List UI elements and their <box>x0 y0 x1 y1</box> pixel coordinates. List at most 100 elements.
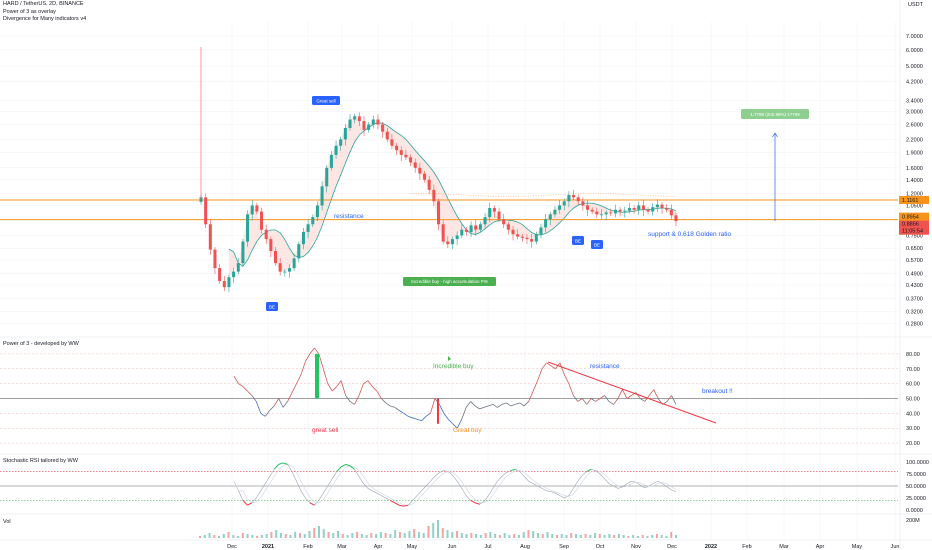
y-tick-label: 6.0000 <box>906 48 923 54</box>
candle-body <box>339 139 343 146</box>
breakout-note: breakout !! <box>702 388 733 395</box>
candle-body <box>558 205 562 210</box>
candle-body <box>516 234 520 237</box>
long-ma-line <box>410 193 677 197</box>
candle-body <box>315 205 319 218</box>
candle-body <box>450 239 454 245</box>
moving-average-ribbon <box>228 116 677 278</box>
p3-segment <box>586 398 592 405</box>
x-tick-label: May <box>407 544 418 550</box>
p3-segment <box>448 419 454 425</box>
volume-bar <box>584 534 587 538</box>
p3-y-tick-label: 50.00 <box>906 396 920 402</box>
rsi-oversold-segment <box>390 499 395 504</box>
candle-body <box>590 209 594 212</box>
y-tick-label: 7.0000 <box>906 34 923 40</box>
p3-segment <box>340 380 346 396</box>
rsi-overbought-segment <box>282 462 288 465</box>
candle-body <box>492 208 496 212</box>
p3-segment <box>622 389 628 399</box>
x-tick-label: Aug <box>520 544 530 550</box>
volume-bar <box>451 532 454 538</box>
volume-bar <box>560 534 563 538</box>
volume-bar <box>227 532 230 538</box>
target-measure: 1.7799 (200.98%) 17799 <box>741 109 809 221</box>
candle-body <box>232 271 236 278</box>
volume-bar <box>289 535 292 538</box>
p3-segment <box>550 365 556 370</box>
p3-segment <box>510 404 516 407</box>
volume-bar <box>422 533 425 538</box>
rsi-overbought-segment <box>349 465 355 470</box>
volume-bar <box>346 535 349 538</box>
p3-segment <box>314 347 320 355</box>
p3-segment <box>488 404 494 407</box>
p3-y-tick-label: 40.00 <box>906 411 920 417</box>
p3-segment <box>653 389 659 399</box>
volume-bar <box>503 533 506 538</box>
candle-body <box>609 212 613 214</box>
volume-bar <box>622 535 625 538</box>
candle-body <box>278 263 282 272</box>
candle-body <box>362 121 366 130</box>
x-tick-label: Jun <box>448 544 457 550</box>
volume-bar <box>541 534 544 538</box>
candle-body <box>213 249 217 269</box>
p3-highlight-bar <box>437 398 439 424</box>
volume-bar <box>665 536 668 538</box>
price-badge-upper-text: 1.1161 <box>902 198 918 204</box>
volume-bar <box>318 526 320 538</box>
p3-segment <box>608 401 614 405</box>
p3-segment <box>452 423 458 429</box>
candle-body <box>250 205 254 215</box>
p3-segment <box>327 383 333 392</box>
volume-bar <box>203 535 206 538</box>
p3-segment <box>300 361 306 375</box>
volume-bar <box>284 534 287 538</box>
be-tag-1: BE <box>266 302 278 311</box>
candle-body <box>227 277 231 288</box>
volume-bar <box>641 535 644 538</box>
candle-body <box>218 268 222 282</box>
volume-bar <box>360 534 363 538</box>
y-tick-label: 1.0500 <box>906 203 923 209</box>
y-tick-label: 0.4300 <box>906 283 923 289</box>
p3-segment <box>381 398 387 404</box>
currency-unit: USDT <box>908 2 923 8</box>
candle-body <box>404 154 408 158</box>
candle-body <box>409 157 413 163</box>
volume-bar <box>322 529 325 538</box>
p3-segment <box>363 380 369 384</box>
p3-segment <box>644 395 650 402</box>
last-price-badge <box>899 220 929 235</box>
volume-bar <box>522 532 525 538</box>
candle-body <box>651 207 655 212</box>
candle-body <box>357 116 361 122</box>
p3-segment <box>546 362 552 367</box>
volume-bar <box>375 534 378 538</box>
great-sell-tag: Great sell <box>312 96 340 105</box>
p3-segment <box>532 380 538 392</box>
volume-bar <box>513 534 516 538</box>
candle-body <box>325 167 329 187</box>
candle-body <box>460 229 464 236</box>
candle-body <box>455 235 459 240</box>
incredible-buy-note: Incredible buy <box>433 363 474 370</box>
candle-body <box>287 268 291 272</box>
p3-segment <box>474 405 480 410</box>
candle-body <box>525 237 529 240</box>
candle-body <box>520 236 524 238</box>
p3-segment <box>635 392 641 399</box>
candle-body <box>646 209 650 212</box>
p3-segment <box>291 383 297 393</box>
candle-body <box>423 173 427 180</box>
volume-bar <box>260 535 263 538</box>
y-tick-label: 0.3700 <box>906 297 923 303</box>
x-tick-label: Sep <box>559 544 569 550</box>
volume-bar <box>303 534 306 538</box>
candle-body <box>539 227 543 235</box>
p3-segment <box>273 398 279 407</box>
volume-bar <box>408 531 411 538</box>
volume-bar <box>398 532 401 538</box>
